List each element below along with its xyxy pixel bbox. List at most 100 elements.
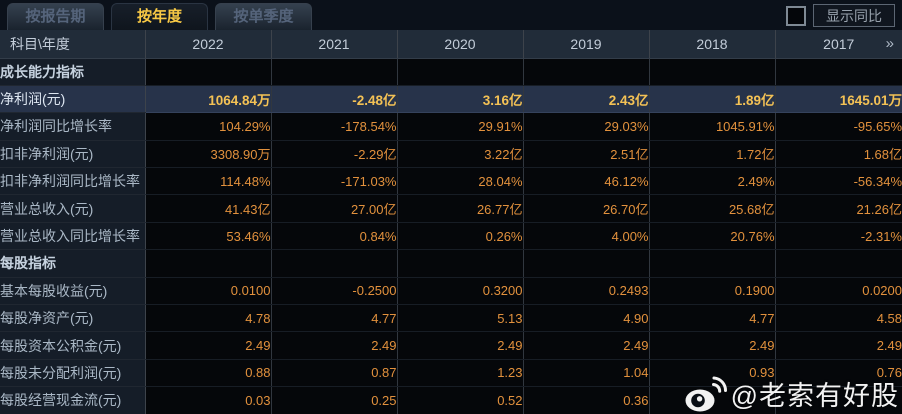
table-row[interactable]: 每股经营现金流(元) 0.03 0.25 0.52 0.36 — [0, 386, 902, 414]
cell-value — [397, 249, 524, 278]
cell-value: 27.00亿 — [271, 194, 398, 223]
table-header-row: 科目\年度 2022 2021 2020 2019 2018 2017» — [0, 30, 902, 59]
cell-value — [523, 58, 650, 86]
cell-value — [775, 58, 902, 86]
cell-value: -56.34% — [775, 167, 902, 196]
cell-value: 3.16亿 — [397, 85, 524, 114]
cell-value: 53.46% — [145, 222, 272, 251]
row-label: 净利润(元) — [0, 85, 146, 114]
cell-value: 20.76% — [649, 222, 776, 251]
row-label: 每股未分配利润(元) — [0, 359, 146, 388]
year-header: 2020 — [397, 30, 524, 59]
cell-value: 21.26亿 — [775, 194, 902, 223]
cell-value: 0.25 — [271, 386, 398, 414]
cell-value: 0.3200 — [397, 277, 524, 306]
tab-by-year[interactable]: 按年度 — [111, 3, 208, 30]
row-label: 基本每股收益(元) — [0, 277, 146, 306]
cell-value: 3308.90万 — [145, 140, 272, 169]
cell-value: 4.58 — [775, 304, 902, 333]
section-row[interactable]: 每股指标 — [0, 249, 902, 278]
cell-value — [523, 249, 650, 278]
more-years-icon[interactable]: » — [885, 35, 894, 52]
year-header: 2022 — [145, 30, 272, 59]
table-row[interactable]: 扣非净利润(元) 3308.90万 -2.29亿 3.22亿 2.51亿 1.72亿 1.6… — [0, 140, 902, 169]
row-label: 每股经营现金流(元) — [0, 386, 146, 414]
row-label: 营业总收入同比增长率 — [0, 222, 146, 251]
table-row[interactable]: 净利润(元) 1064.84万 -2.48亿 3.16亿 2.43亿 1.89亿 1645.… — [0, 85, 902, 114]
table-row[interactable]: 营业总收入(元) 41.43亿 27.00亿 26.77亿 26.70亿 25.68亿 21… — [0, 194, 902, 223]
cell-value: 29.91% — [397, 112, 524, 141]
show-yoy-label[interactable]: 显示同比 — [813, 4, 895, 27]
yoy-controls: 显示同比 — [786, 4, 895, 27]
cell-value: 2.49 — [145, 331, 272, 360]
cell-value — [397, 58, 524, 86]
cell-value — [145, 249, 272, 278]
period-tabbar: 按报告期 按年度 按单季度 显示同比 — [0, 0, 902, 30]
table-row[interactable]: 净利润同比增长率 104.29% -178.54% 29.91% 29.03% 1045.… — [0, 112, 902, 141]
cell-value: 0.36 — [523, 386, 650, 414]
row-label: 成长能力指标 — [0, 58, 146, 86]
table-row[interactable]: 每股净资产(元) 4.78 4.77 5.13 4.90 4.77 4.58 — [0, 304, 902, 333]
cell-value — [271, 249, 398, 278]
cell-value: -2.48亿 — [271, 85, 398, 114]
tab-by-report-period[interactable]: 按报告期 — [7, 3, 104, 30]
cell-value: 26.77亿 — [397, 194, 524, 223]
tab-by-quarter[interactable]: 按单季度 — [215, 3, 312, 30]
cell-value — [775, 386, 902, 414]
cell-value: 4.77 — [649, 304, 776, 333]
table-row[interactable]: 基本每股收益(元) 0.0100 -0.2500 0.3200 0.2493 0.1900… — [0, 277, 902, 306]
cell-value: 4.00% — [523, 222, 650, 251]
table-row[interactable]: 每股资本公积金(元) 2.49 2.49 2.49 2.49 2.49 2.49 — [0, 331, 902, 360]
cell-value: 1.68亿 — [775, 140, 902, 169]
cell-value: 1045.91% — [649, 112, 776, 141]
row-label: 扣非净利润(元) — [0, 140, 146, 169]
show-yoy-checkbox[interactable] — [786, 5, 806, 26]
cell-value — [775, 249, 902, 278]
cell-value: -178.54% — [271, 112, 398, 141]
cell-value: 2.49 — [775, 331, 902, 360]
row-label: 每股资本公积金(元) — [0, 331, 146, 360]
cell-value: 2.49 — [271, 331, 398, 360]
cell-value: 0.03 — [145, 386, 272, 414]
cell-value: 0.76 — [775, 359, 902, 388]
table-row[interactable]: 营业总收入同比增长率 53.46% 0.84% 0.26% 4.00% 20.76% -2.… — [0, 222, 902, 251]
cell-value: 1064.84万 — [145, 85, 272, 114]
cell-value: 46.12% — [523, 167, 650, 196]
table-row[interactable]: 每股未分配利润(元) 0.88 0.87 1.23 1.04 0.93 0.76 — [0, 359, 902, 388]
cell-value: 4.90 — [523, 304, 650, 333]
cell-value: 26.70亿 — [523, 194, 650, 223]
cell-value: 2.49 — [523, 331, 650, 360]
cell-value: 29.03% — [523, 112, 650, 141]
year-header: 2019 — [523, 30, 650, 59]
cell-value: -2.29亿 — [271, 140, 398, 169]
cell-value: 2.51亿 — [523, 140, 650, 169]
row-label: 每股净资产(元) — [0, 304, 146, 333]
cell-value: -95.65% — [775, 112, 902, 141]
cell-value — [649, 58, 776, 86]
section-row[interactable]: 成长能力指标 — [0, 58, 902, 86]
cell-value: 2.43亿 — [523, 85, 650, 114]
financials-table: 科目\年度 2022 2021 2020 2019 2018 2017» 成长能力指标 净利… — [0, 30, 902, 414]
cell-value: 0.52 — [397, 386, 524, 414]
cell-value: 0.0100 — [145, 277, 272, 306]
cell-value: 1645.01万 — [775, 85, 902, 114]
cell-value: 2.49% — [649, 167, 776, 196]
year-header: 2021 — [271, 30, 398, 59]
cell-value: 0.93 — [649, 359, 776, 388]
cell-value: 4.78 — [145, 304, 272, 333]
cell-value — [649, 249, 776, 278]
cell-value: -2.31% — [775, 222, 902, 251]
cell-value: 0.88 — [145, 359, 272, 388]
cell-value: 41.43亿 — [145, 194, 272, 223]
cell-value: -0.2500 — [271, 277, 398, 306]
cell-value: 0.87 — [271, 359, 398, 388]
year-header: 2018 — [649, 30, 776, 59]
cell-value: 0.2493 — [523, 277, 650, 306]
cell-value: 0.1900 — [649, 277, 776, 306]
table-row[interactable]: 扣非净利润同比增长率 114.48% -171.03% 28.04% 46.12% 2.4… — [0, 167, 902, 196]
cell-value: 0.26% — [397, 222, 524, 251]
cell-value: 28.04% — [397, 167, 524, 196]
cell-value: 4.77 — [271, 304, 398, 333]
cell-value: 2.49 — [649, 331, 776, 360]
